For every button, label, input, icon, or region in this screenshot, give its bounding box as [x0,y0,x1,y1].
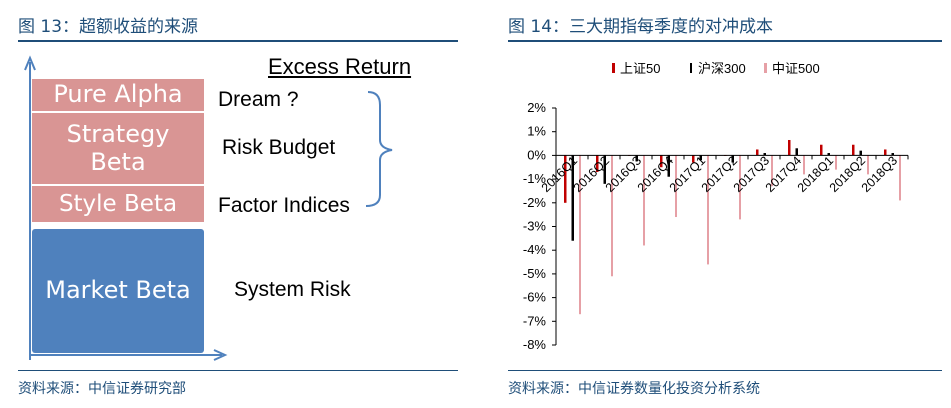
bar-2-2017Q3 [763,153,766,156]
legend-label-2: 沪深300 [698,61,746,76]
bar-2-2016Q3 [635,155,638,162]
right-bottom-rule [508,370,942,371]
legend-swatch-1 [612,63,615,73]
legend-label-1: 上证50 [620,61,660,76]
bar-2-2016Q1 [571,155,574,241]
bar-2-2018Q1 [827,153,830,156]
bar-1-2018Q2 [852,144,855,156]
excess-return-header: Excess Return [268,54,412,79]
bar-2-2016Q2 [603,155,606,184]
x-tick-label: 2018Q3 [859,154,900,195]
y-axis: 2% 1% 0% -1% -2% -3% -4% -5% -6% -7% -8% [523,100,557,352]
y-tick-label: -7% [523,313,547,328]
bar-2-2017Q4 [795,148,798,156]
bar-3-2016Q4 [675,155,677,218]
y-tick-label: -4% [523,242,547,257]
right-title-rule [508,40,942,42]
bar-2-2017Q1 [699,155,702,161]
bar-1-2016Q1 [564,155,567,203]
bar-1-2018Q3 [884,149,887,156]
bar-1-2017Q4 [788,139,791,156]
factor-indices-label: Factor Indices [218,194,350,217]
right-figure-title: 图 14：三大期指每季度的对冲成本 [508,17,774,37]
bar-3-2016Q1 [579,155,581,315]
pure-alpha-block: Pure Alpha [32,79,204,113]
bar-3-2017Q2 [739,155,741,220]
legend-swatch-2 [690,63,692,73]
style-beta-block: Style Beta [32,186,204,224]
system-risk-label: System Risk [234,278,351,301]
left-bottom-rule [18,370,458,371]
bar-3-2018Q2 [867,155,869,175]
bar-1-2016Q2 [596,155,599,172]
market-beta-block: Market Beta [32,229,204,353]
y-tick-label: -5% [523,266,547,281]
bar-1-2017Q1 [692,155,695,163]
bar-1-2017Q3 [756,149,759,156]
bar-1-2016Q4 [660,155,663,168]
left-axes [24,55,393,361]
y-tick-label: 2% [527,100,546,115]
left-title-rule [18,40,458,42]
y-tick-label: 1% [527,124,546,139]
bar-1-2018Q1 [820,144,823,156]
bar-2-2016Q4 [667,155,670,177]
left-source: 资料来源：中信证券研究部 [18,381,186,397]
y-tick-label: -1% [523,171,547,186]
y-tick-label: 0% [527,147,546,162]
y-tick-label: -3% [523,219,547,234]
bars [564,139,901,315]
strategy-beta-block: Strategy Beta [32,113,204,186]
bar-2-2018Q2 [859,150,862,156]
bar-3-2017Q3 [771,155,773,187]
bracket [365,91,393,207]
y-tick-label: -2% [523,195,547,210]
x-axis: 2016Q12016Q22016Q32016Q42017Q12017Q22017… [539,154,909,195]
bar-3-2018Q3 [899,155,901,201]
dream-label: Dream ? [218,88,299,111]
y-tick-label: -6% [523,290,547,305]
bar-2-2017Q2 [731,155,734,163]
bar-3-2017Q1 [707,155,709,265]
legend-swatch-3 [764,63,767,73]
risk-budget-label: Risk Budget [222,136,336,159]
legend: 上证50 沪深300 中证500 [612,61,820,76]
left-figure-title: 图 13：超额收益的来源 [18,17,199,37]
hedge-cost-chart: 上证50 沪深300 中证500 2% 1% 0% -1% -2% -3% -4% -5% -6% -… [523,61,909,352]
bar-2-2018Q3 [891,153,894,156]
bar-3-2017Q4 [803,155,805,175]
bar-3-2016Q2 [611,155,613,277]
bar-3-2018Q1 [835,155,837,170]
y-tick-label: -8% [523,337,547,352]
right-source: 资料来源：中信证券数量化投资分析系统 [508,381,760,397]
bar-3-2016Q3 [643,155,645,246]
legend-label-3: 中证500 [772,61,820,76]
